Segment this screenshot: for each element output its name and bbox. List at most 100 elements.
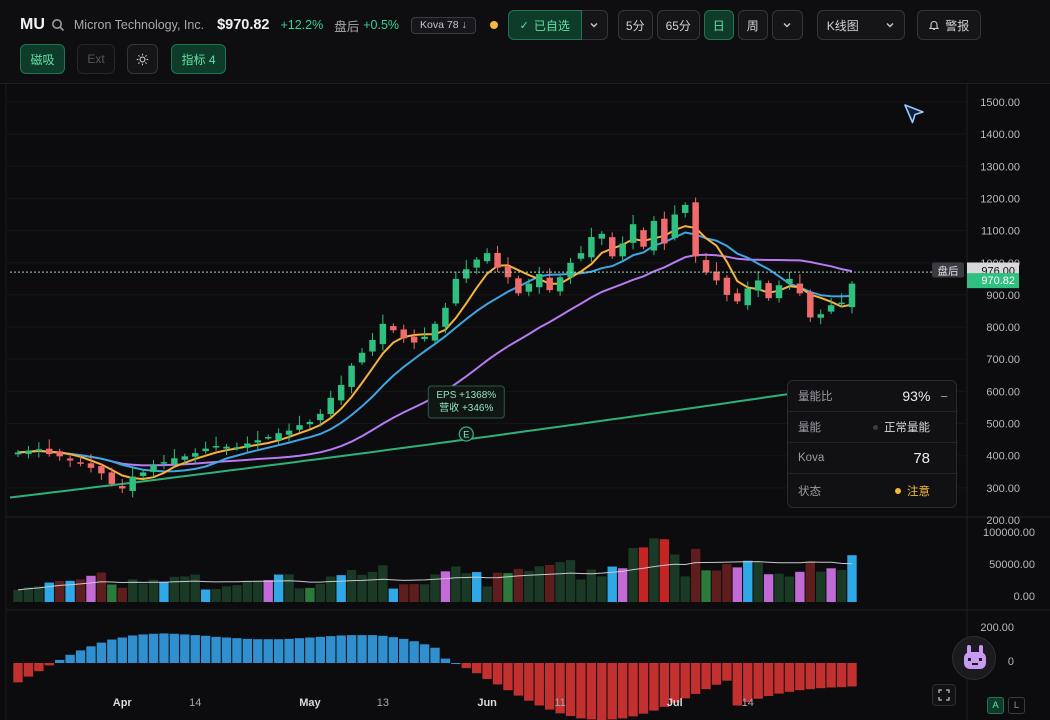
volume-bar [75,579,86,602]
oscillator-bar [117,637,127,663]
candle-body [431,323,439,341]
oscillator-bar [711,663,722,685]
volume-bar [357,574,367,602]
volume-bar [409,584,419,602]
candle-body [536,274,543,288]
oscillator-bar [44,663,54,666]
assistant-avatar[interactable] [952,636,996,680]
ticker-symbol[interactable]: MU [20,16,45,33]
oscillator-bar [763,663,774,696]
candle-body [681,204,689,213]
interval-65m-button[interactable]: 65分 [656,10,700,40]
candle-body [25,450,32,454]
expand-icon [938,689,950,701]
oscillator-bar [482,663,492,679]
company-name: Micron Technology, Inc. [73,18,205,32]
magnet-button[interactable]: 磁吸 [20,44,65,74]
price-tick-label: 800.00 [986,322,1020,334]
oscillator-bar [732,663,743,706]
auto-scale-button[interactable]: A [987,697,1004,714]
alert-button[interactable]: 警报 [916,10,981,40]
candle-body [713,271,720,281]
volume-bar [169,576,180,602]
candle-body [702,260,710,273]
candle-body [515,278,522,294]
volume-bar [586,569,597,602]
watchlist-button[interactable]: ✓ 已自选 [507,10,582,40]
earnings-tooltip-line: 营收 +346% [439,401,493,414]
price-tick-label: 900.00 [986,290,1020,302]
oscillator-bar [284,638,294,663]
oscillator-bar [461,663,471,669]
oscillator-bar [232,638,242,663]
volume-bar [461,573,471,602]
search-icon[interactable] [51,18,65,32]
candle-body [171,458,178,465]
oscillator-bar [690,663,701,694]
volume-label: 量能 [798,422,821,434]
collapse-icon[interactable]: − [940,388,948,404]
afterhours-tag-label: 盘后 [938,264,959,277]
interval-more-button[interactable] [771,10,803,40]
ext-hours-button[interactable]: Ext [77,44,115,74]
earnings-tooltip-line: EPS +1368% [436,390,496,401]
oscillator-bar [826,663,836,688]
volume-bar [544,564,555,602]
candle-body [254,440,262,443]
state-label: 状态 [798,486,821,498]
oscillator-bar [305,637,315,663]
volume-bar [836,569,847,602]
candle-body [46,448,53,455]
candle-body [556,277,564,292]
oscillator-bar [753,663,763,699]
time-axis: Apr 14 May 13 Jun 11 Jul 14 [113,697,754,709]
oscillator-bar [399,638,409,663]
kova-score-pill[interactable]: Kova 78 ↓ [411,16,476,34]
candle-body [296,425,303,430]
oscillator-bar [294,638,305,663]
candle-body [337,384,345,401]
interval-week-button[interactable]: 周 [737,10,768,40]
earnings-e-icon[interactable] [458,426,474,442]
fullscreen-button[interactable] [932,684,956,706]
volume-bar [284,574,294,602]
candle-body [390,326,397,331]
volume-bar [44,582,54,602]
oscillator-bar [638,663,649,714]
indicators-button[interactable]: 指标 4 [171,44,226,74]
oscillator-bar [336,635,346,663]
volume-bar [805,561,815,602]
log-scale-button[interactable]: L [1008,697,1025,714]
candle-body [160,462,168,464]
oscillator-bar [743,663,753,703]
chart-type-select[interactable]: K线图 [816,10,905,40]
candle-body [619,243,626,257]
candle-body [494,252,501,268]
last-price-axis-label: 970.82 [981,275,1015,287]
oscillator-bar [180,634,190,663]
price-tick-label: 600.00 [986,386,1020,398]
header-row-tools: 磁吸 Ext 指标 4 [20,44,230,74]
watchlist-label: 已自选 [533,18,570,33]
oscillator-bar [597,663,607,720]
oscillator-bar [607,663,617,720]
interval-5m-button[interactable]: 5分 [617,10,653,40]
price-tick-label: 1400.00 [980,129,1020,141]
settings-button[interactable] [127,44,158,74]
oscillator-bar [784,663,795,692]
volume-bar [607,566,617,602]
watchlist-split-button: ✓ 已自选 [507,10,608,40]
candle-body [608,237,616,257]
kova-value: 78 [913,449,930,467]
volume-bar [743,560,753,602]
candle-body [108,472,116,484]
oscillator-bar [492,663,503,685]
time-tick-label: 14 [742,697,754,709]
watchlist-dropdown-button[interactable] [581,10,608,40]
interval-day-button[interactable]: 日 [703,10,734,40]
oscillator-bar [242,638,253,663]
earnings-marker[interactable]: EPS +1368%营收 +346% E [427,385,505,442]
oscillator-bar [805,663,815,690]
oscillator-tick-label: 200.00 [980,622,1014,634]
volume-bar [336,575,346,602]
